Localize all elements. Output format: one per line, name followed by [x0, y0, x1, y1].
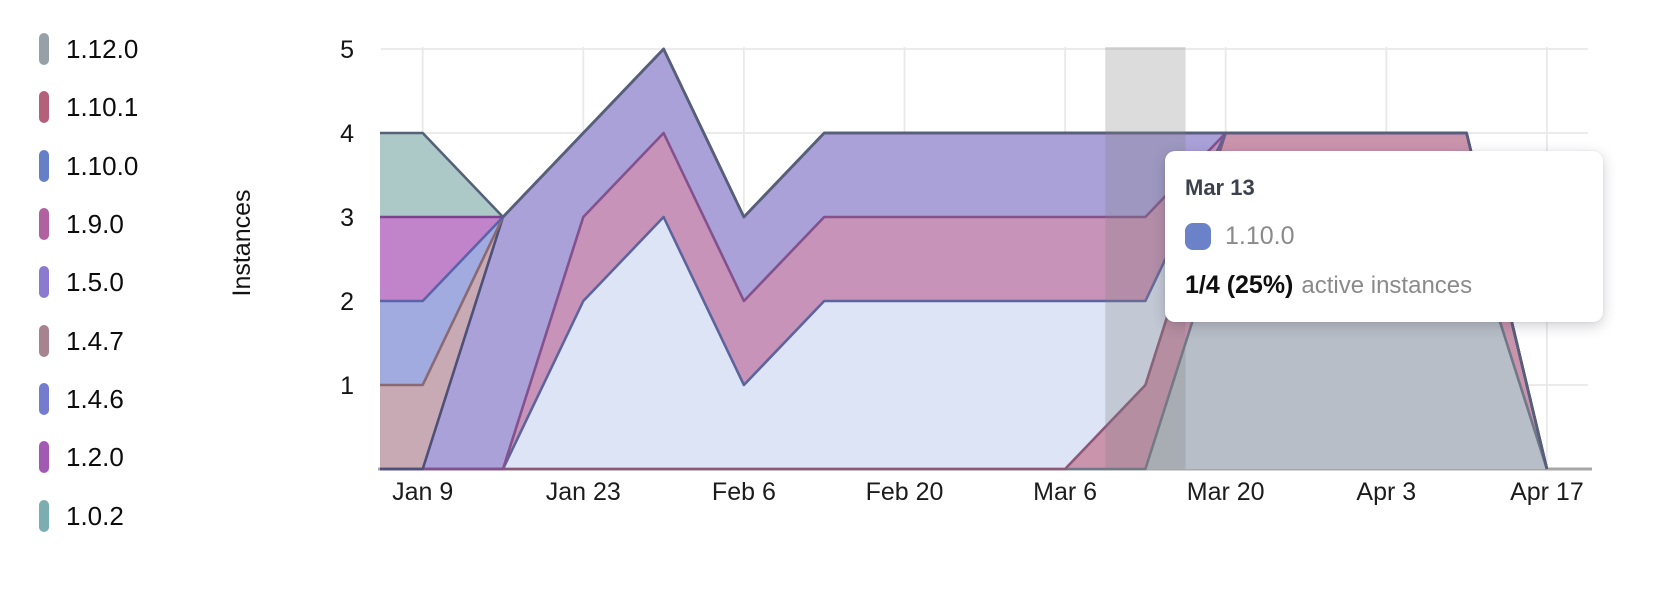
legend-item-1-10-0[interactable]: 1.10.0	[39, 137, 138, 195]
tooltip-value-label: active instances	[1301, 272, 1473, 299]
tooltip-series-row: 1.10.0	[1185, 221, 1577, 250]
legend-item-label: 1.4.7	[66, 325, 124, 356]
tooltip-series-name: 1.10.0	[1225, 221, 1295, 250]
x-tick-label: Jan 9	[392, 478, 453, 506]
legend-color-pill	[39, 91, 49, 124]
y-axis-labels: 5 4 3 2 1	[340, 36, 354, 400]
y-axis-title: Instances	[228, 189, 256, 296]
legend-item-1-9-0[interactable]: 1.9.0	[39, 195, 138, 253]
legend-color-pill	[39, 499, 49, 532]
legend-item-label: 1.4.6	[66, 383, 124, 414]
y-tick-label: 3	[340, 204, 354, 232]
y-tick-label: 4	[340, 120, 354, 148]
x-tick-label: Apr 17	[1510, 478, 1584, 506]
x-tick-label: Jan 23	[546, 478, 621, 506]
legend-item-1-0-2[interactable]: 1.0.2	[39, 486, 138, 544]
legend-item-label: 1.10.0	[66, 150, 139, 181]
y-tick-label: 1	[340, 372, 354, 400]
legend-color-pill	[39, 324, 49, 357]
legend-color-pill	[39, 33, 49, 66]
legend-color-pill	[39, 266, 49, 299]
x-tick-label: Mar 6	[1033, 478, 1097, 506]
y-tick-label: 2	[340, 288, 354, 316]
legend-item-1-2-0[interactable]: 1.2.0	[39, 428, 138, 486]
x-axis-labels: Jan 9 Jan 23 Feb 6 Feb 20 Mar 6 Mar 20 Apr 3 Ap…	[392, 478, 1584, 506]
legend-item-label: 1.9.0	[66, 209, 124, 240]
legend-color-pill	[39, 208, 49, 241]
legend-color-pill	[39, 441, 49, 474]
legend-item-1-10-1[interactable]: 1.10.1	[39, 78, 138, 136]
legend-item-1-4-6[interactable]: 1.4.6	[39, 370, 138, 428]
legend-item-label: 1.2.0	[66, 442, 124, 473]
tooltip-date: Mar 13	[1185, 175, 1255, 200]
x-tick-label: Mar 20	[1187, 478, 1265, 506]
legend-item-1-4-7[interactable]: 1.4.7	[39, 311, 138, 369]
legend-item-label: 1.10.1	[66, 92, 139, 123]
tooltip-value-row: 1/4 (25%) active instances	[1185, 273, 1577, 298]
legend-item-label: 1.12.0	[66, 34, 139, 65]
series-color-swatch	[1185, 222, 1211, 250]
x-tick-label: Apr 3	[1356, 478, 1416, 506]
legend-item-1-12-0[interactable]: 1.12.0	[39, 20, 138, 78]
x-tick-label: Feb 6	[712, 478, 776, 506]
x-tick-label: Feb 20	[866, 478, 944, 506]
chart-tooltip: Mar 13 1.10.0 1/4 (25%) active instances	[1165, 151, 1603, 322]
y-tick-label: 5	[340, 36, 354, 64]
version-legend: 1.12.0 1.10.1 1.10.0 1.9.0 1.5.0 1.4.7 1.4.6 1.…	[39, 20, 138, 545]
legend-color-pill	[39, 149, 49, 182]
legend-color-pill	[39, 382, 49, 415]
legend-item-label: 1.0.2	[66, 500, 124, 531]
legend-item-label: 1.5.0	[66, 267, 124, 298]
tooltip-value: 1/4 (25%)	[1185, 271, 1294, 299]
legend-item-1-5-0[interactable]: 1.5.0	[39, 253, 138, 311]
line-1-0-2	[380, 47, 1549, 470]
